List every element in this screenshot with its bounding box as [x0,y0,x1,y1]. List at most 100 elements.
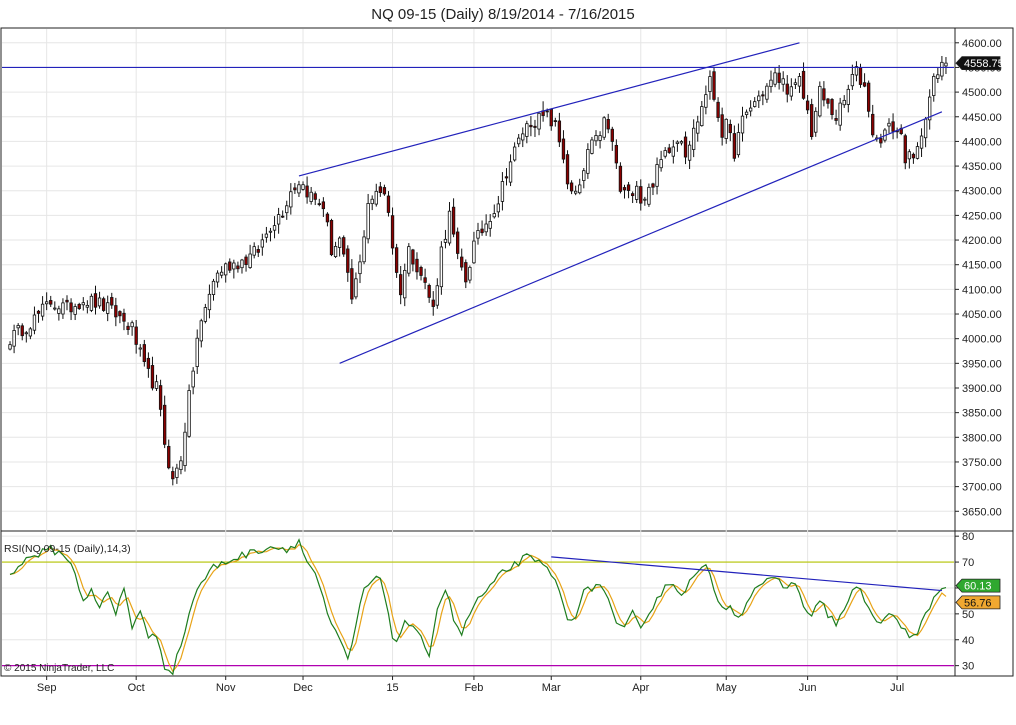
candle-body [944,62,948,67]
candle-body [236,265,240,270]
candle-body [500,181,505,202]
candle-body [748,107,753,112]
candle-body [744,111,749,116]
candle-body [801,70,806,99]
candle-body [797,76,802,87]
rsi-tick-label: 30 [962,661,974,673]
time-tick-label: Sep [37,682,57,694]
candle-body [810,104,814,137]
candle-body [199,320,203,342]
candle-body [16,325,20,329]
candle-body [879,138,883,144]
candle-body [203,307,208,322]
candle-body [460,256,464,268]
candle-body [354,278,358,298]
price-trendlines [2,42,954,364]
candle-body [476,230,480,239]
candle-body [325,213,330,223]
candle-body [936,74,940,79]
candle-body [394,247,399,273]
candle-body [846,88,850,105]
candle-body [545,110,549,113]
candle-body [69,302,73,313]
candle-body [614,144,619,164]
last-price-tag: 4558.75 [964,58,1004,70]
candle-body [651,183,655,188]
candle-body [928,96,932,121]
candle-body [590,139,594,154]
candle-body [708,76,712,92]
candle-body [622,187,627,191]
candle-body [777,72,781,83]
candle-body [28,328,33,337]
price-axis: 3650.00 3700.00 3750.00 3800.00 3850.00 3900.… [955,38,1002,518]
candle-body [720,114,724,138]
candle-body [716,101,720,118]
candle-body [610,128,614,142]
candle-body [362,236,366,263]
candle-body [533,125,537,128]
price-tick-label: 4150.00 [962,260,1002,272]
candle-body [93,293,98,308]
candle-body [228,261,232,271]
time-tick-label: May [716,682,737,694]
candle-body [77,303,81,309]
candle-body [496,203,501,213]
time-tick-label: Dec [293,682,313,694]
candle-body [842,99,846,106]
candle-body [578,184,582,194]
candle-body [337,237,342,248]
rsi-average-value-tag: 56.76 [964,597,992,609]
candle-body [329,219,334,256]
candle-body [862,82,867,87]
price-tick-label: 3800.00 [962,432,1002,444]
candle-body [114,305,118,318]
candle-body [272,225,277,231]
candle-body [565,154,570,185]
candle-body [671,146,675,157]
candle-body [724,118,728,139]
candle-body [106,302,110,314]
candle-body [252,246,256,256]
candle-body [281,215,285,218]
candle-body [521,133,525,141]
candle-body [472,240,476,264]
candle-body [289,191,293,208]
candle-body [915,146,920,159]
time-tick-label: Mar [542,682,561,694]
candle-body [171,471,175,480]
candle-body [630,193,635,197]
candle-body [85,304,90,308]
candle-body [134,326,138,345]
candle-body [346,248,350,273]
rsi-value-tag-bg [955,578,1001,593]
candle-body [49,300,53,305]
candle-body [919,135,924,149]
candle-body [484,223,488,233]
candle-body [89,295,94,311]
candle-body [350,268,354,300]
candle-body [403,269,407,299]
candle-body [647,186,651,205]
candle-body [781,78,785,85]
candle-body [224,263,228,276]
candle-body [40,303,45,317]
candle-body [818,85,822,117]
candle-body [455,231,460,254]
candle-body [512,146,517,161]
candle-body [761,94,765,97]
candle-body [468,266,472,281]
candle-body [903,135,907,164]
candle-body [301,184,305,190]
candle-body [549,109,553,127]
candle-body [700,106,704,127]
candle-body [175,467,179,478]
candle-body [36,310,41,314]
candle-body [321,201,326,210]
candle-body [240,259,244,269]
candle-body [696,121,700,134]
candle-body [907,151,912,160]
candle-body [167,445,171,469]
candle-body [508,161,513,183]
